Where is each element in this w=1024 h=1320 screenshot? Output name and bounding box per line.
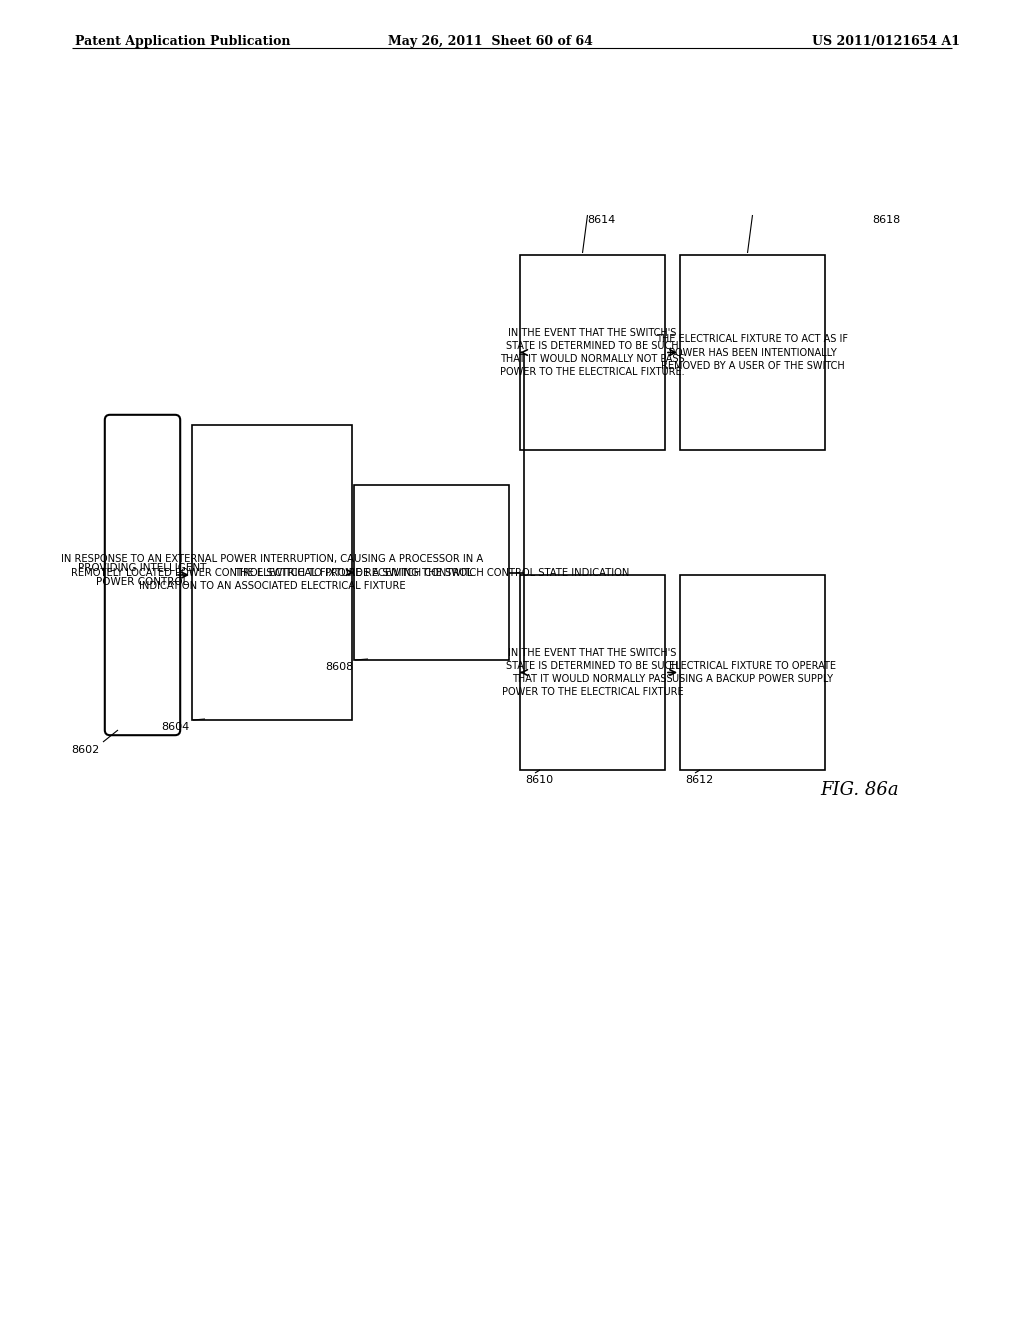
FancyBboxPatch shape (354, 484, 509, 660)
FancyBboxPatch shape (680, 255, 825, 450)
Text: IN THE EVENT THAT THE SWITCH'S
STATE IS DETERMINED TO BE SUCH
THAT IT WOULD NORM: IN THE EVENT THAT THE SWITCH'S STATE IS … (500, 327, 685, 378)
FancyBboxPatch shape (680, 576, 825, 770)
Text: Patent Application Publication: Patent Application Publication (75, 36, 291, 48)
Text: 8608: 8608 (325, 663, 353, 672)
Text: IN RESPONSE TO AN EXTERNAL POWER INTERRUPTION, CAUSING A PROCESSOR IN A
REMOTELY: IN RESPONSE TO AN EXTERNAL POWER INTERRU… (60, 554, 483, 591)
Text: THE ELECTRICAL FIXTURE RECEIVING THE SWITCH CONTROL STATE INDICATION: THE ELECTRICAL FIXTURE RECEIVING THE SWI… (233, 568, 629, 578)
Text: 8618: 8618 (872, 215, 901, 224)
Text: THE ELECTRICAL FIXTURE TO ACT AS IF
POWER HAS BEEN INTENTIONALLY
REMOVED BY A US: THE ELECTRICAL FIXTURE TO ACT AS IF POWE… (656, 334, 849, 371)
Text: IN THE EVENT THAT THE SWITCH'S
STATE IS DETERMINED TO BE SUCH
THAT IT WOULD NORM: IN THE EVENT THAT THE SWITCH'S STATE IS … (502, 648, 683, 697)
Text: US 2011/0121654 A1: US 2011/0121654 A1 (812, 36, 961, 48)
Text: FIG. 86a: FIG. 86a (820, 781, 899, 799)
FancyBboxPatch shape (520, 255, 665, 450)
FancyBboxPatch shape (193, 425, 352, 719)
Text: May 26, 2011  Sheet 60 of 64: May 26, 2011 Sheet 60 of 64 (387, 36, 593, 48)
Text: 8614: 8614 (588, 215, 615, 224)
Text: 8604: 8604 (162, 722, 190, 733)
Text: 8610: 8610 (525, 775, 553, 785)
Text: PROVIDING INTELLIGENT
POWER CONTROL: PROVIDING INTELLIGENT POWER CONTROL (78, 564, 207, 586)
Text: 8602: 8602 (72, 744, 100, 755)
Text: 8612: 8612 (685, 775, 714, 785)
FancyBboxPatch shape (104, 414, 180, 735)
Text: ELECTRICAL FIXTURE TO OPERATE
USING A BACKUP POWER SUPPLY: ELECTRICAL FIXTURE TO OPERATE USING A BA… (669, 661, 836, 684)
FancyBboxPatch shape (520, 576, 665, 770)
